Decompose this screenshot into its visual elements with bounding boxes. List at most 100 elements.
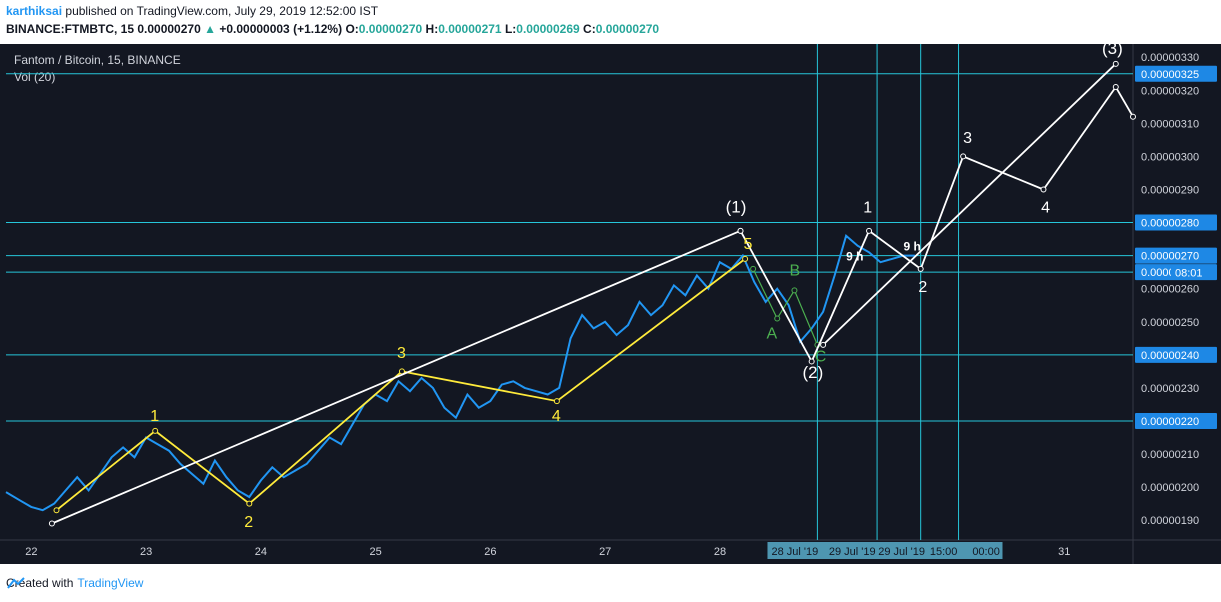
level-label: 0.00000220 — [1141, 416, 1199, 428]
open-label: O: — [345, 22, 359, 36]
y-tick-label: 0.00000320 — [1141, 85, 1199, 97]
white-channel-path — [822, 63, 1117, 346]
price-chart[interactable]: Fantom / Bitcoin, 15, BINANCE Vol (20) 0… — [0, 44, 1221, 564]
white-wave-path-point — [737, 227, 744, 234]
green-abc-path-point — [791, 287, 798, 294]
x-tick-label: 24 — [255, 546, 267, 558]
yellow-wave-label: 1 — [150, 408, 159, 425]
white-wave-path-point — [1112, 83, 1119, 90]
white-degree-label: (2) — [802, 363, 823, 382]
yellow-wave-path-point — [152, 427, 159, 434]
y-tick-label: 0.00000250 — [1141, 317, 1199, 329]
yellow-wave-label: 3 — [397, 345, 406, 362]
x-tick-label: 25 — [370, 546, 382, 558]
y-tick-label: 0.00000330 — [1141, 52, 1199, 64]
high-value: 0.00000271 — [438, 22, 502, 36]
yellow-wave-label: 2 — [244, 514, 253, 531]
yellow-wave-label: 4 — [552, 408, 561, 425]
countdown-box — [1171, 264, 1215, 280]
footer: Created with TradingView — [6, 576, 143, 590]
price-axis-panel — [1133, 44, 1221, 564]
author-link[interactable]: karthiksai — [6, 4, 63, 18]
yellow-wave-path-point — [553, 398, 560, 405]
time-span-label: 9 h — [846, 250, 863, 264]
level-label: 0.00000240 — [1141, 350, 1199, 362]
y-tick-label: 0.00000300 — [1141, 151, 1199, 163]
yellow-wave-path-point — [53, 507, 60, 514]
x-tick-label: 27 — [599, 546, 611, 558]
white-degree-label: (1) — [726, 198, 747, 217]
white-wave-path-point — [866, 227, 873, 234]
level-label-box — [1135, 247, 1217, 264]
white-channel-path-point — [1112, 60, 1119, 67]
x-tick-label: 22 — [25, 546, 37, 558]
white-wave-path-point — [960, 153, 967, 160]
x-tick-label: 23 — [140, 546, 152, 558]
green-abc-path-point — [774, 315, 781, 322]
last-price: 0.00000270 — [137, 22, 201, 36]
yellow-wave-path-point — [246, 500, 253, 507]
change-value: +0.00000003 (+1.12%) — [219, 22, 343, 36]
green-abc-path — [752, 268, 818, 346]
price-series-line — [5, 234, 915, 512]
green-abc-label: B — [789, 262, 800, 279]
high-label: H: — [425, 22, 439, 36]
level-label: 0.00000270 — [1141, 251, 1199, 263]
low-label: L: — [504, 22, 517, 36]
publish-info: published on TradingView.com, July 29, 2… — [65, 4, 379, 18]
green-abc-path-point — [750, 265, 757, 272]
symbol-label: BINANCE:FTMBTC, 15 — [6, 22, 134, 36]
publish-line: karthiksai published on TradingView.com,… — [6, 4, 378, 18]
x-tick-label: 26 — [484, 546, 496, 558]
white-minor-label: 2 — [918, 279, 927, 296]
white-trend-path-point — [48, 520, 55, 527]
white-minor-label: 4 — [1041, 200, 1050, 217]
y-tick-label: 0.00000290 — [1141, 184, 1199, 196]
yellow-wave-path-point — [742, 255, 749, 262]
white-wave-path-point — [1130, 113, 1136, 120]
time-badge-label: 00:00 — [972, 546, 1000, 558]
level-label-box — [1135, 65, 1217, 82]
close-value: 0.00000270 — [595, 22, 660, 36]
white-minor-label: 1 — [863, 200, 872, 217]
y-tick-label: 0.00000210 — [1141, 449, 1199, 461]
chart-area[interactable]: Fantom / Bitcoin, 15, BINANCE Vol (20) 0… — [0, 44, 1221, 564]
white-wave-path-point — [808, 358, 815, 365]
y-tick-label: 0.00000260 — [1141, 284, 1199, 296]
volume-legend: Vol (20) — [14, 70, 55, 84]
white-wave-path-point — [1040, 186, 1047, 193]
time-badge-label: 28 Jul '19 — [771, 546, 818, 558]
level-label-box — [1135, 346, 1217, 363]
green-abc-label: A — [766, 325, 777, 342]
x-tick-label: 31 — [1058, 546, 1070, 558]
countdown-label: 08:01 — [1175, 268, 1203, 280]
tradingview-logo-icon — [7, 577, 25, 589]
level-label-box — [1135, 412, 1217, 429]
level-label: 0.00000280 — [1141, 218, 1199, 230]
time-span-label: 9 h — [903, 240, 920, 254]
white-minor-label: 3 — [963, 130, 972, 147]
open-value: 0.00000270 — [358, 22, 423, 36]
y-tick-label: 0.00000200 — [1141, 482, 1199, 494]
y-tick-label: 0.00000310 — [1141, 118, 1199, 130]
time-badge-label: 29 Jul '19 — [878, 546, 925, 558]
y-tick-label: 0.00000230 — [1141, 383, 1199, 395]
close-label: C: — [583, 22, 596, 36]
white-trend-path — [51, 229, 741, 525]
y-tick-label: 0.00000190 — [1141, 515, 1199, 527]
white-degree-label: (3) — [1102, 44, 1123, 58]
tradingview-brand[interactable]: TradingView — [77, 576, 144, 590]
white-wave-path — [739, 85, 1134, 364]
chart-legend-title: Fantom / Bitcoin, 15, BINANCE — [14, 53, 181, 67]
low-value: 0.00000269 — [516, 22, 580, 36]
level-label-box — [1135, 214, 1217, 231]
ohlc-line: BINANCE:FTMBTC, 15 0.00000270 ▲ +0.00000… — [6, 22, 659, 36]
time-badge-strip — [767, 542, 1003, 559]
level-label: 0.00000325 — [1141, 69, 1199, 81]
white-wave-path-point — [917, 265, 924, 272]
up-arrow-icon: ▲ — [204, 22, 216, 36]
yellow-wave-label: 5 — [744, 236, 753, 253]
green-abc-label: C — [815, 348, 827, 365]
yellow-wave-path — [55, 258, 746, 511]
time-badge-label: 15:00 — [930, 546, 958, 558]
